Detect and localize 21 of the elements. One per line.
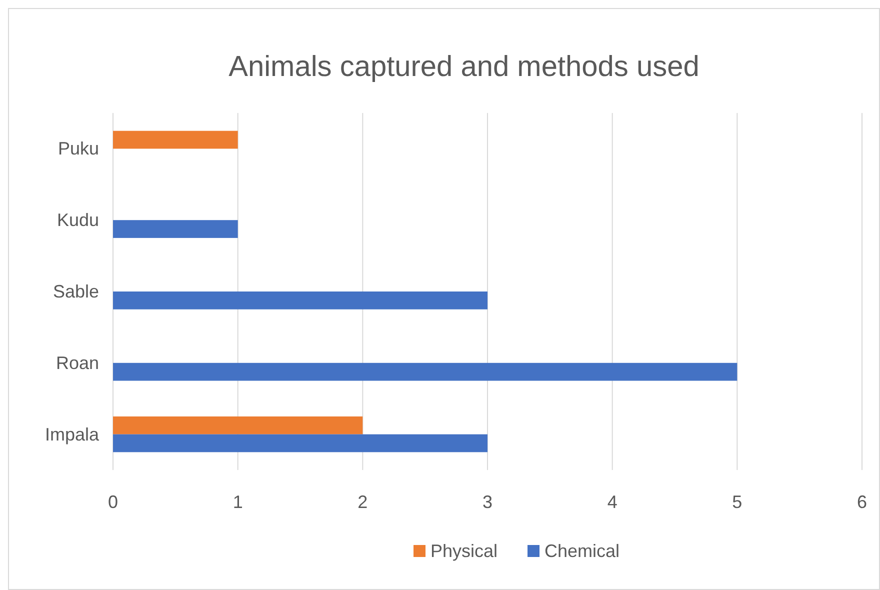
x-tick-label: 4: [607, 492, 618, 512]
bar: [113, 220, 238, 238]
x-tick-label: 6: [856, 492, 868, 512]
chart-title: Animals captured and methods used: [228, 51, 700, 83]
y-tick-label: Puku: [58, 138, 99, 159]
x-tick-label: 0: [108, 492, 118, 512]
y-tick-label: Sable: [52, 282, 99, 302]
y-tick-label: Kudu: [56, 210, 99, 230]
bar: [113, 362, 738, 381]
bar: [113, 130, 238, 149]
legend-label: Chemical: [544, 541, 620, 561]
x-tick-label: 2: [358, 492, 368, 512]
bar: [113, 292, 488, 310]
y-tick-label: Impala: [44, 424, 100, 444]
x-tick-label: 5: [732, 492, 742, 512]
bar: [113, 434, 488, 452]
x-tick-label: 1: [232, 492, 243, 512]
y-tick-label: Roan: [56, 352, 99, 373]
x-tick-label: 3: [482, 492, 493, 512]
bar: [113, 416, 363, 434]
legend-label: Physical: [430, 541, 498, 561]
